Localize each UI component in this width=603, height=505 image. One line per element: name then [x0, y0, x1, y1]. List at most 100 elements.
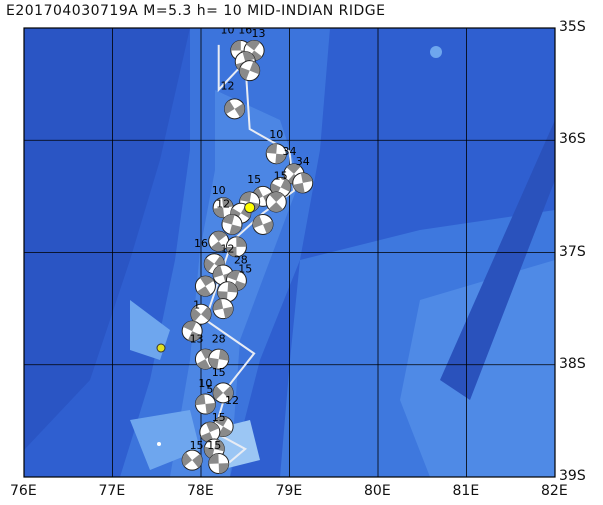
beachball-compression-quadrant — [242, 51, 255, 62]
beachball-compression-quadrant — [208, 453, 219, 464]
focal-mechanism — [194, 393, 216, 415]
focal-mechanism — [225, 236, 247, 258]
longitude-label: 80E — [364, 483, 391, 499]
beachball-compression-quadrant — [192, 453, 203, 468]
beachball-compression-quadrant — [213, 207, 225, 218]
beachball-compression-quadrant — [205, 422, 220, 433]
longitude-label: 76E — [10, 483, 37, 499]
longitude-label: 82E — [541, 483, 568, 499]
seamount-small — [430, 46, 442, 58]
depth-label: 15 — [247, 173, 261, 186]
beachball-compression-quadrant — [195, 394, 206, 406]
focal-mechanism — [208, 348, 230, 370]
focal-mechanism — [239, 60, 261, 82]
beachball-compression-quadrant — [223, 306, 234, 319]
latitude-label: 36S — [559, 131, 586, 148]
depth-label: 10 — [212, 184, 226, 197]
beachball-compression-quadrant — [226, 246, 237, 257]
longitude-label: 81E — [452, 483, 480, 499]
beachball-compression-quadrant — [234, 103, 245, 118]
beachball-compression-quadrant — [300, 172, 313, 183]
longitude-label: 78E — [187, 483, 214, 499]
beachball-compression-quadrant — [212, 231, 227, 242]
depth-label: 1 — [193, 299, 200, 312]
focal-mechanism — [292, 172, 314, 194]
seamount-chain — [440, 120, 555, 400]
beachball-compression-quadrant — [208, 357, 219, 370]
depth-label: 12 — [221, 243, 235, 256]
beachball-compression-quadrant — [201, 306, 212, 321]
beachball-compression-quadrant — [222, 214, 235, 225]
beachball-compression-quadrant — [222, 197, 234, 208]
beachball-compression-quadrant — [266, 143, 278, 154]
depth-label: 13 — [190, 332, 204, 345]
beachball-compression-quadrant — [183, 321, 197, 332]
depth-label: 15 — [212, 411, 226, 424]
longitude-label: 77E — [98, 483, 126, 499]
beachball-compression-quadrant — [229, 224, 242, 235]
beachball-compression-quadrant — [218, 463, 229, 474]
depth-label: 5 — [206, 383, 213, 396]
beachball-compression-quadrant — [292, 182, 305, 193]
depth-label: 10 — [221, 24, 235, 37]
event-epicenter-marker — [244, 202, 256, 214]
depth-label: 12 — [225, 394, 239, 407]
focal-mechanism — [217, 281, 239, 303]
depth-label: 13 — [252, 27, 266, 40]
focal-mechanism — [212, 382, 234, 404]
focal-mechanism — [212, 298, 234, 320]
deep-basin-west — [24, 28, 190, 450]
beachball-compression-quadrant — [214, 416, 229, 427]
map-frame — [23, 27, 556, 478]
beachball-compression-quadrant — [213, 298, 224, 311]
beachball-compression-quadrant — [187, 331, 202, 342]
beachball-compression-quadrant — [236, 236, 247, 247]
depth-label: 10 — [269, 128, 283, 141]
latitude-label: 35S — [559, 19, 586, 35]
beachball-compression-quadrant — [190, 307, 201, 322]
beachball-compression-quadrant — [213, 385, 224, 400]
beachball-compression-quadrant — [210, 241, 225, 252]
beachball-compression-quadrant — [205, 402, 216, 414]
focal-mechanism — [265, 191, 287, 213]
beachball-compression-quadrant — [246, 40, 261, 51]
beachball-compression-quadrant — [204, 446, 215, 459]
beachball-compression-quadrant — [249, 61, 260, 75]
beachball-compression-quadrant — [227, 270, 240, 281]
depth-label: 15 — [212, 366, 226, 379]
focal-mechanism — [221, 213, 243, 235]
beachball-compression-quadrant — [224, 100, 235, 115]
latitude-label: 38S — [559, 355, 586, 372]
focal-mechanism — [181, 449, 203, 471]
beachball-compression-quadrant — [268, 201, 284, 212]
focal-mechanism — [265, 143, 287, 165]
beachball-compression-quadrant — [239, 67, 250, 80]
beachball-compression-quadrant — [223, 385, 234, 401]
focal-mechanism — [224, 98, 246, 120]
island-small — [157, 442, 161, 446]
beachball-compression-quadrant — [275, 153, 287, 164]
depth-label: 15 — [207, 439, 221, 452]
focal-mechanism — [194, 275, 216, 297]
beachball-compression-quadrant — [199, 276, 214, 287]
depth-label: 15 — [274, 170, 288, 183]
beachball-compression-quadrant — [230, 40, 241, 51]
depth-label: 15 — [190, 439, 204, 452]
beachball-compression-quadrant — [213, 265, 224, 278]
depth-label: 15 — [238, 263, 252, 276]
beachball-compression-quadrant — [262, 220, 273, 234]
beachball-compression-quadrant — [218, 426, 232, 437]
shallow-patch-2 — [130, 410, 200, 470]
depth-label: 10 — [198, 377, 212, 390]
beachball-compression-quadrant — [196, 359, 211, 370]
latitude-label: 39S — [559, 468, 586, 484]
map-title: E201704030719A M=5.3 h= 10 MID-INDIAN RI… — [6, 3, 386, 19]
focal-mechanism — [208, 453, 230, 475]
beachball-compression-quadrant — [182, 452, 193, 467]
beachball-compression-quadrant — [197, 286, 211, 297]
island-yellow — [156, 343, 166, 353]
focal-mechanism — [252, 213, 274, 235]
graticule — [24, 28, 555, 477]
latitude-label: 37S — [559, 243, 586, 260]
beachball-compression-quadrant — [227, 281, 238, 293]
